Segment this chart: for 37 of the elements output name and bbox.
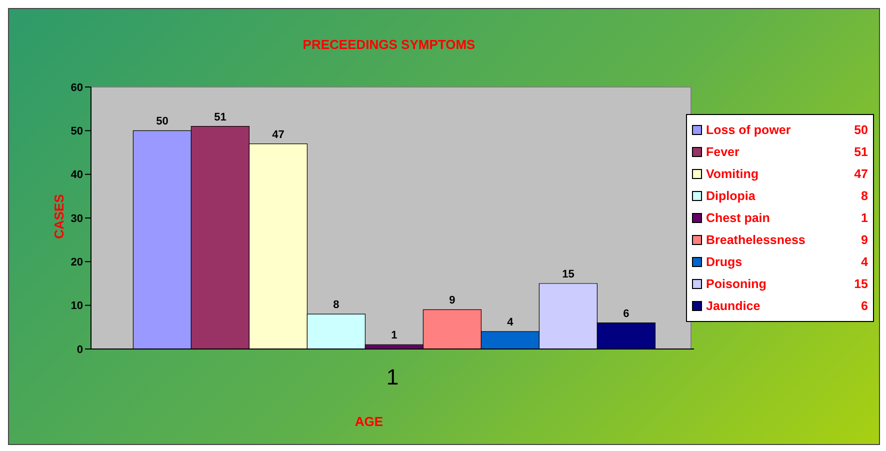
legend-label: Poisoning bbox=[706, 277, 768, 291]
legend-label: Jaundice bbox=[706, 299, 762, 313]
y-tick-label: 0 bbox=[76, 344, 83, 356]
data-label: 6 bbox=[623, 308, 630, 320]
y-tick-label: 20 bbox=[70, 256, 83, 269]
data-label: 15 bbox=[562, 268, 574, 280]
text: 15 bbox=[854, 277, 868, 291]
text: 6 bbox=[861, 299, 868, 313]
data-label: 4 bbox=[507, 316, 514, 329]
chart-title: PRECEEDINGS SYMPTOMS bbox=[302, 37, 476, 52]
y-tick-label: 40 bbox=[70, 169, 83, 182]
y-axis-title: CASES bbox=[52, 193, 66, 241]
data-label: 8 bbox=[333, 299, 340, 312]
legend-label: Diplopia bbox=[706, 189, 756, 203]
y-tick-label: 50 bbox=[70, 126, 83, 138]
text: 4 bbox=[861, 255, 868, 269]
legend-label: Chest pain bbox=[706, 211, 771, 225]
y-tick-label: 30 bbox=[70, 212, 83, 225]
legend-label: Fever bbox=[706, 145, 740, 159]
data-label: 50 bbox=[156, 116, 168, 128]
text: 8 bbox=[861, 189, 868, 203]
legend-label: Vomiting bbox=[706, 167, 760, 181]
text: 9 bbox=[861, 233, 868, 247]
category-label: 1 bbox=[861, 211, 868, 225]
data-label: 47 bbox=[272, 128, 284, 141]
text: 47 bbox=[854, 167, 868, 181]
text: 51 bbox=[854, 145, 868, 159]
legend-label: Loss of power bbox=[706, 123, 792, 137]
x-axis-title: AGE bbox=[354, 414, 384, 429]
y-tick-label: 10 bbox=[70, 300, 83, 312]
data-label: 1 bbox=[391, 330, 398, 342]
legend-label: Drugs bbox=[706, 255, 744, 269]
y-tick-label: 60 bbox=[70, 82, 83, 94]
data-label: 51 bbox=[214, 111, 226, 124]
text: 50 bbox=[854, 123, 868, 137]
legend-label: Breathelessness bbox=[706, 233, 806, 247]
data-label: 9 bbox=[449, 294, 456, 307]
